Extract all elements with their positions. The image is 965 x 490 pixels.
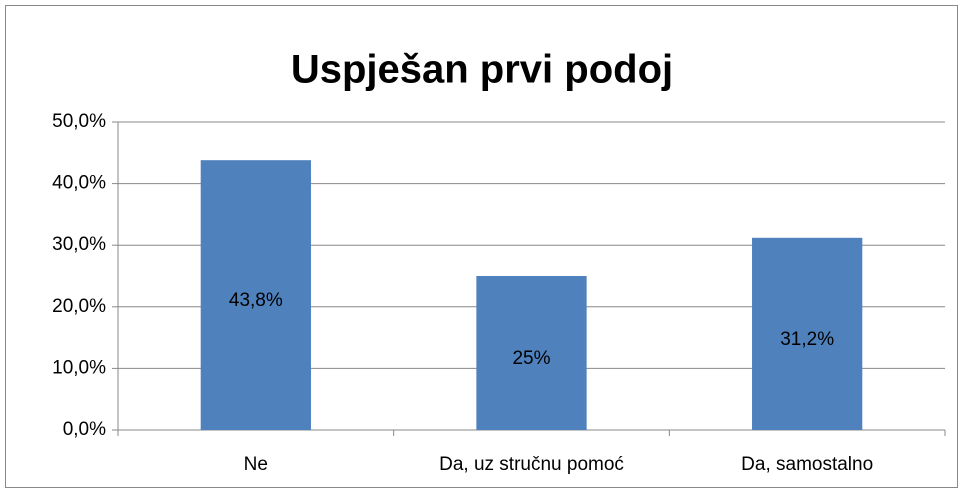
x-tick-label: Ne xyxy=(244,454,268,475)
data-label: 25% xyxy=(512,348,550,369)
chart-title: Uspješan prvi podoj xyxy=(291,48,673,92)
y-tick-label: 50,0% xyxy=(52,111,106,132)
y-tick-label: 40,0% xyxy=(52,173,106,194)
bar xyxy=(476,276,587,430)
y-tick-label: 10,0% xyxy=(52,357,106,378)
y-tick-label: 20,0% xyxy=(52,296,106,317)
x-tick-label: Da, samostalno xyxy=(741,454,873,475)
bar xyxy=(752,237,863,430)
x-tick-label: Da, uz stručnu pomoć xyxy=(439,454,624,475)
y-tick-label: 30,0% xyxy=(52,234,106,255)
data-label: 31,2% xyxy=(780,329,834,350)
y-tick-label: 0,0% xyxy=(63,419,106,440)
data-label: 43,8% xyxy=(229,290,283,311)
bar xyxy=(200,160,311,430)
